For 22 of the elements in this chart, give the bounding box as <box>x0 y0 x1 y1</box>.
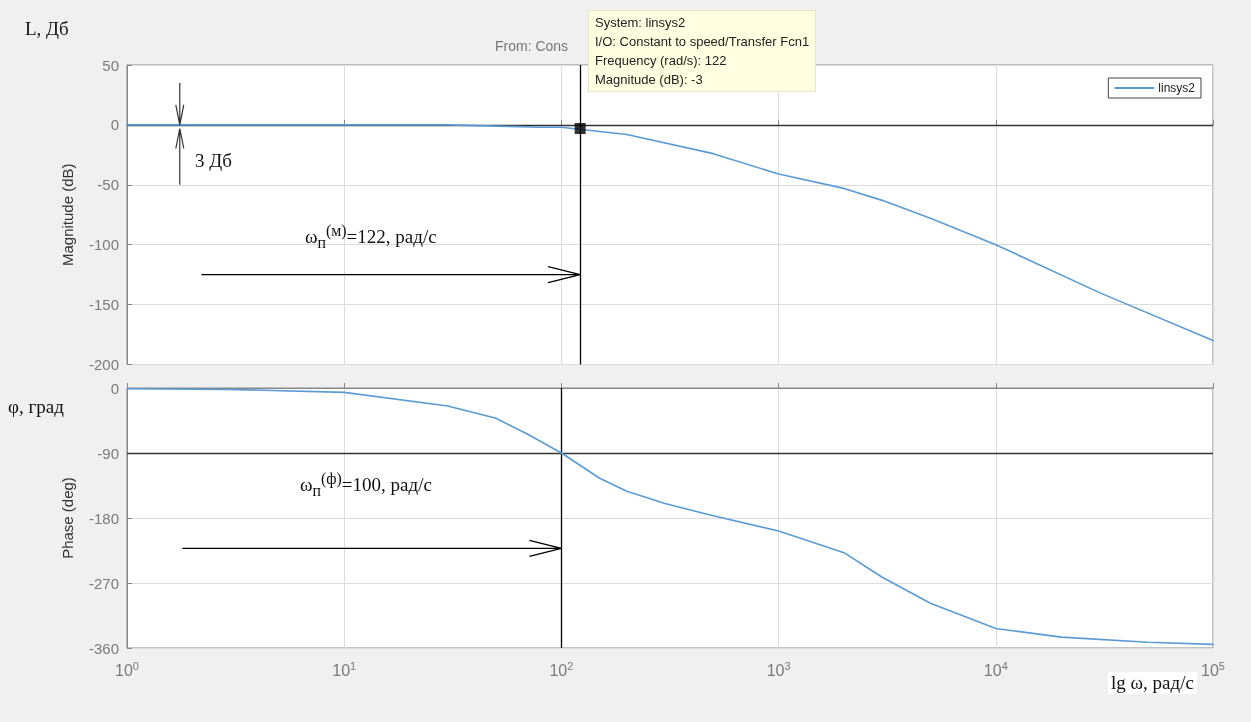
annotation: ω$_{п}$$^{(м)}$=122, рад/с <box>305 222 437 253</box>
y-tick-label: -180 <box>88 509 119 527</box>
annotation: System: linsys2 I/O: Constant to speed/Transfer Fcn1 Frequency (rad/s): 122 Magnitude (dB): -3 <box>588 10 817 92</box>
legend-label: linsys2 <box>1158 81 1196 95</box>
y-tick-label: -360 <box>88 639 119 657</box>
y-tick-label: -100 <box>88 236 119 254</box>
annotation: 3 Дб <box>195 150 232 172</box>
y-tick-label: -270 <box>88 574 119 592</box>
y-axis-title: Phase (deg) <box>59 477 76 559</box>
y-tick-label: 0 <box>110 116 119 134</box>
y-tick-label: -50 <box>97 176 119 194</box>
text: From: Cons <box>495 38 569 54</box>
y-tick-label: -150 <box>88 296 119 314</box>
x-axis-title: lg ω, рад/с <box>1108 672 1197 694</box>
y-tick-label: 50 <box>102 56 119 74</box>
text: φ, град <box>8 396 64 418</box>
annotation: ω$_{п}$$^{(ф)}$=100, рад/с <box>300 470 432 501</box>
y-axis-title: Magnitude (dB) <box>59 163 76 267</box>
y-tick-label: -90 <box>97 444 119 462</box>
y-tick-label: -200 <box>88 356 119 373</box>
y-tick-label: 0 <box>110 379 119 397</box>
text: L, Дб <box>25 18 69 40</box>
